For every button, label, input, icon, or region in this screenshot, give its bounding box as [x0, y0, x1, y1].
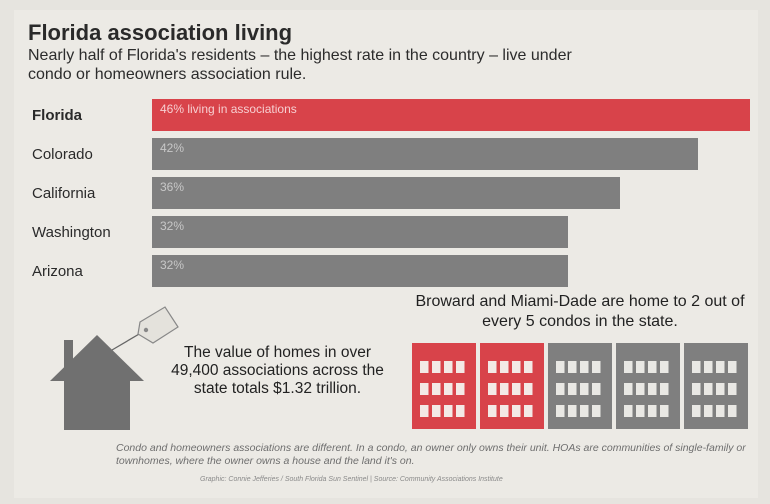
- condo-building-icon: [616, 343, 680, 429]
- house-icon: [50, 335, 144, 430]
- bar-washington: [152, 216, 568, 248]
- bar-colorado: [152, 138, 698, 170]
- value-label: 32%: [160, 219, 184, 233]
- condo-building-icon: [548, 343, 612, 429]
- condo-building-icon: [684, 343, 748, 429]
- value-label: 46% living in associations: [160, 102, 297, 116]
- chart-title: Florida association living: [28, 20, 293, 45]
- bar-california: [152, 177, 620, 209]
- condo-building-icon: [412, 343, 476, 429]
- category-label: Colorado: [32, 146, 93, 163]
- home-value-text: The value of homes in over 49,400 associ…: [171, 344, 384, 397]
- bar-florida: [152, 99, 750, 131]
- condo-share-text: Broward and Miami-Dade are home to 2 out…: [415, 293, 745, 330]
- value-label: 42%: [160, 141, 184, 155]
- condo-building-icon: [480, 343, 544, 429]
- footnote: Condo and homeowners associations are di…: [116, 442, 746, 467]
- category-label: Washington: [32, 224, 111, 241]
- value-label: 32%: [160, 258, 184, 272]
- chart-subtitle: Nearly half of Florida's residents – the…: [28, 47, 572, 83]
- price-tag-icon: [111, 306, 179, 351]
- category-label: Florida: [32, 107, 83, 124]
- source-credit: Graphic: Connie Jefferies / South Florid…: [200, 476, 503, 483]
- bar-arizona: [152, 255, 568, 287]
- category-label: California: [32, 185, 96, 202]
- category-label: Arizona: [32, 263, 84, 280]
- value-label: 36%: [160, 180, 184, 194]
